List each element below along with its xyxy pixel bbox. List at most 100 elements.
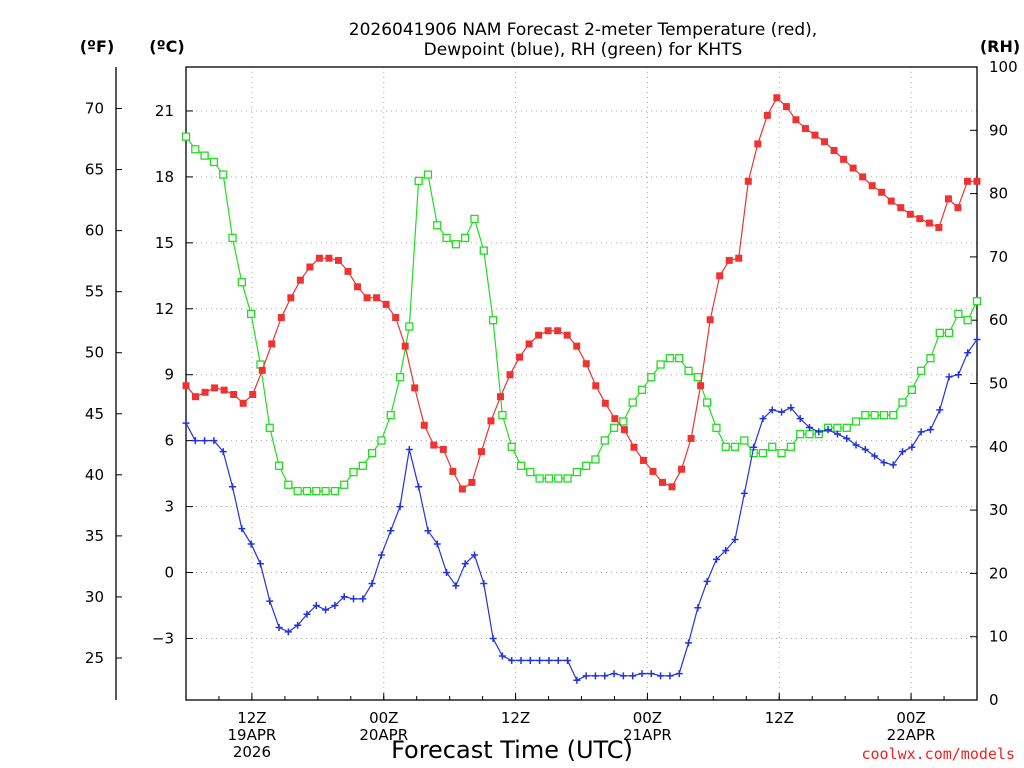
dewpoint-point bbox=[945, 373, 953, 381]
rh-tick-label: 0 bbox=[989, 691, 999, 709]
temperature-point bbox=[258, 366, 266, 374]
rh-point bbox=[219, 170, 228, 179]
rh-point bbox=[237, 278, 246, 287]
dewpoint-point bbox=[275, 623, 283, 631]
fahrenheit-tick-label: 35 bbox=[85, 527, 104, 545]
rh-point bbox=[944, 328, 954, 338]
temperature-point bbox=[935, 223, 943, 231]
dewpoint-point bbox=[610, 670, 618, 678]
dewpoint-point bbox=[694, 604, 702, 612]
temperature-point bbox=[315, 254, 323, 262]
temperature-point bbox=[201, 388, 209, 396]
rh-point bbox=[274, 461, 284, 470]
temperature-point bbox=[182, 382, 190, 390]
dewpoint-point bbox=[294, 621, 302, 629]
dewpoint-point bbox=[498, 652, 506, 660]
fahrenheit-tick-label: 55 bbox=[85, 283, 104, 301]
dewpoint-point bbox=[256, 560, 264, 568]
dewpoint-point bbox=[545, 656, 553, 664]
rh-point bbox=[451, 240, 461, 249]
temperature-point bbox=[239, 399, 247, 407]
rh-point bbox=[684, 366, 693, 375]
temperature-point bbox=[582, 360, 590, 368]
rh-point bbox=[228, 233, 237, 243]
dewpoint-point bbox=[964, 349, 972, 357]
temperature-point bbox=[944, 195, 952, 203]
dewpoint-point bbox=[536, 656, 544, 664]
fahrenheit-unit-label: (ºF) bbox=[80, 37, 115, 56]
temperature-point bbox=[897, 204, 905, 212]
dewpoint-point bbox=[452, 582, 460, 590]
rh-point bbox=[433, 221, 442, 230]
dewpoint-line bbox=[185, 339, 978, 681]
rh-point bbox=[312, 486, 321, 496]
celsius-unit-label: (ºC) bbox=[149, 37, 184, 56]
celsius-tick-label: 0 bbox=[164, 564, 174, 582]
dewpoint-point bbox=[601, 672, 609, 680]
temperature-point bbox=[363, 294, 371, 302]
chart-title: 2026041906 NAM Forecast 2-meter Temperat… bbox=[349, 20, 817, 60]
rh-point bbox=[619, 417, 628, 426]
temperature-point bbox=[344, 267, 352, 275]
rh-point bbox=[340, 480, 349, 489]
dewpoint-point bbox=[284, 628, 292, 636]
rh-point bbox=[516, 461, 526, 470]
temperature-point bbox=[811, 131, 819, 139]
dewpoint-point bbox=[247, 540, 255, 548]
rh-point bbox=[833, 423, 842, 432]
rh-point bbox=[647, 373, 656, 382]
temperature-point bbox=[668, 483, 676, 491]
rh-unit-label: (RH) bbox=[980, 37, 1020, 56]
rh-point bbox=[898, 398, 907, 407]
rh-point bbox=[377, 436, 386, 445]
temperature-point bbox=[925, 219, 933, 227]
temperature-point bbox=[754, 140, 762, 148]
dewpoint-point bbox=[517, 656, 525, 664]
dewpoint-point bbox=[182, 419, 190, 427]
temperature-point bbox=[525, 340, 533, 348]
celsius-tick-label: 12 bbox=[155, 300, 174, 318]
chart-title-line-2: Dewpoint (blue), RH (green) for KHTS bbox=[424, 40, 743, 60]
fahrenheit-tick-label: 40 bbox=[85, 466, 104, 484]
rh-point bbox=[507, 442, 516, 451]
temperature-point bbox=[563, 331, 571, 339]
rh-point bbox=[907, 385, 917, 394]
grid-lines bbox=[186, 67, 977, 700]
temperature-point bbox=[296, 276, 304, 284]
rh-point bbox=[591, 455, 600, 464]
rh-point bbox=[917, 366, 926, 375]
temperature-point bbox=[601, 399, 609, 407]
temperature-point bbox=[840, 155, 848, 163]
dewpoint-point bbox=[526, 656, 534, 664]
temperature-point bbox=[630, 443, 638, 451]
temperature-point bbox=[496, 393, 504, 401]
dewpoint-point bbox=[508, 656, 516, 664]
rh-point bbox=[712, 423, 721, 432]
fahrenheit-tick-label: 45 bbox=[85, 405, 104, 423]
temperature-point bbox=[697, 382, 705, 390]
dewpoint-point bbox=[312, 601, 320, 609]
rh-point bbox=[200, 151, 209, 160]
temperature-point bbox=[954, 204, 962, 212]
rh-point bbox=[656, 360, 665, 369]
temperature-point bbox=[287, 294, 295, 302]
temperature-point bbox=[325, 254, 333, 262]
dewpoint-point bbox=[564, 656, 572, 664]
rh-point bbox=[665, 354, 675, 363]
dewpoint-point bbox=[778, 408, 786, 416]
temperature-point bbox=[430, 441, 438, 449]
data-series bbox=[181, 94, 982, 684]
time-tick-label: 2026 bbox=[233, 743, 271, 761]
dewpoint-point bbox=[666, 672, 674, 680]
temperature-point bbox=[620, 426, 628, 434]
celsius-tick-label: 3 bbox=[164, 498, 174, 516]
temperature-point bbox=[649, 467, 657, 475]
rh-point bbox=[423, 170, 433, 179]
dewpoint-point bbox=[917, 428, 925, 436]
rh-tick-label: 80 bbox=[989, 185, 1008, 203]
dewpoint-point bbox=[852, 441, 860, 449]
temperature-point bbox=[411, 384, 419, 392]
temperature-point bbox=[449, 467, 457, 475]
rh-point bbox=[442, 233, 451, 243]
temperature-point bbox=[849, 164, 857, 172]
